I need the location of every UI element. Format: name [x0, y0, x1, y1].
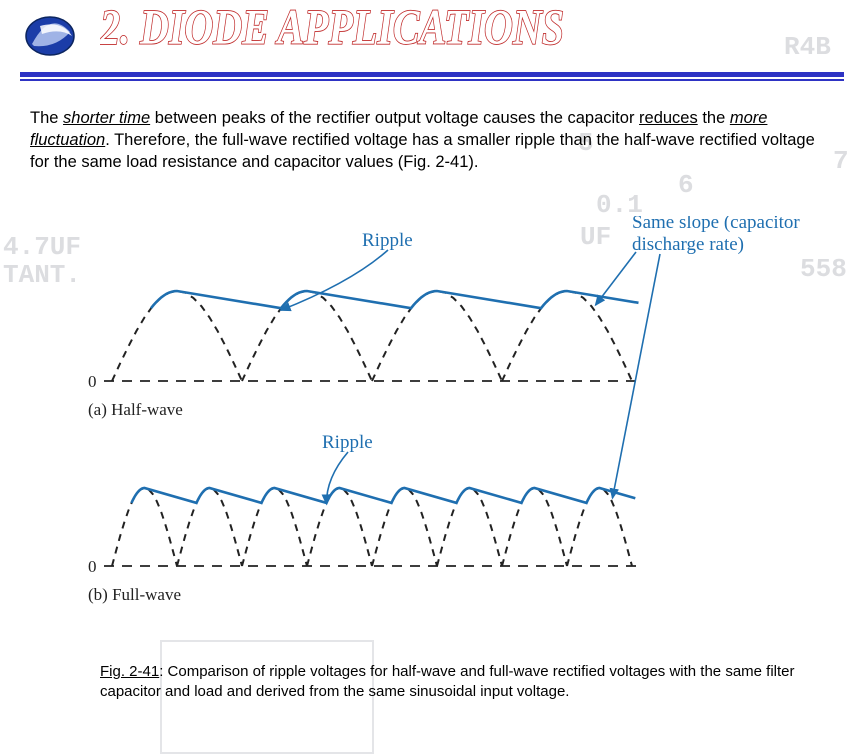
text: between peaks of the rectifier output vo… — [150, 109, 639, 127]
svg-text:0: 0 — [88, 557, 97, 576]
text-emph: shorter time — [63, 109, 150, 127]
body-paragraph: The shorter time between peaks of the re… — [30, 108, 824, 173]
svg-text:(b) Full-wave: (b) Full-wave — [88, 585, 181, 604]
svg-text:0: 0 — [88, 372, 97, 391]
page-header: 2. DIODE APPLICATIONS — [20, 6, 844, 66]
text: The — [30, 109, 63, 127]
header-rule-thick — [20, 72, 844, 77]
header-rule-thin — [20, 79, 844, 81]
svg-text:2. DIODE APPLICATIONS: 2. DIODE APPLICATIONS — [100, 0, 564, 55]
text: the — [698, 109, 730, 127]
svg-text:discharge rate): discharge rate) — [632, 234, 744, 255]
svg-text:Ripple: Ripple — [322, 432, 373, 453]
caption-lead: Fig. 2-41 — [100, 663, 159, 680]
text-emph: reduces — [639, 109, 698, 127]
svg-text:Same slope (capacitor: Same slope (capacitor — [632, 216, 800, 233]
figure-caption: Fig. 2-41: Comparison of ripple voltages… — [100, 662, 804, 702]
figure-2-41: 0 (a) Half-wave 0 (b) Full-wave Ripple Ripple… — [72, 216, 802, 646]
page-title: 2. DIODE APPLICATIONS — [100, 0, 660, 74]
svg-text:(a) Half-wave: (a) Half-wave — [88, 400, 183, 419]
text: . Therefore, the full-wave rectified vol… — [30, 131, 815, 171]
caption-text: : Comparison of ripple voltages for half… — [100, 663, 795, 700]
svg-text:Ripple: Ripple — [362, 230, 413, 251]
logo-icon — [20, 14, 84, 58]
